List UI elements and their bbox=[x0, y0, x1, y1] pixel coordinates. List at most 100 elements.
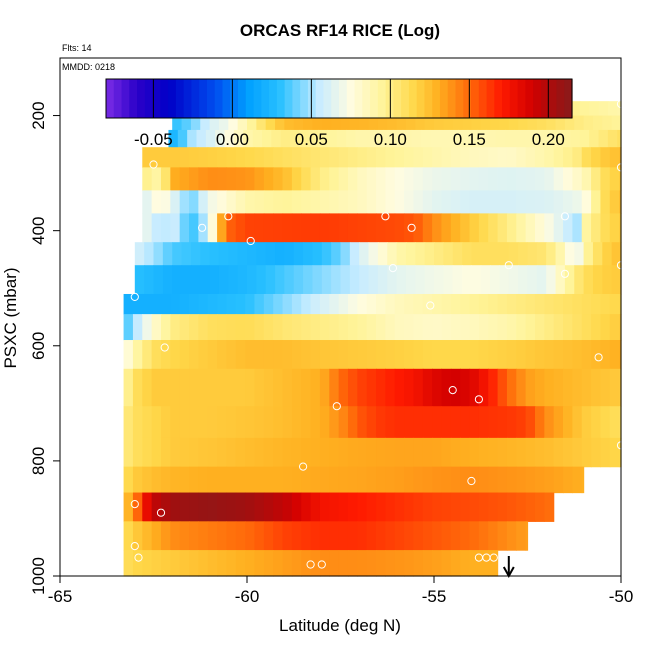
heatmap-cell bbox=[261, 129, 272, 148]
heatmap-cell bbox=[469, 550, 480, 577]
heatmap-cell bbox=[151, 492, 162, 522]
heatmap-cell bbox=[600, 213, 611, 243]
heatmap-cell bbox=[226, 340, 237, 370]
heatmap-cell bbox=[434, 115, 444, 131]
heatmap-cell bbox=[506, 437, 517, 468]
heatmap-cell bbox=[516, 492, 527, 522]
heatmap-cell bbox=[331, 115, 342, 131]
heatmap-cell bbox=[243, 129, 254, 148]
x-tick-label: -55 bbox=[422, 587, 447, 606]
colorbar-swatch bbox=[315, 79, 325, 118]
heatmap-cell bbox=[226, 167, 237, 191]
heatmap bbox=[123, 101, 622, 577]
heatmap-cell bbox=[581, 406, 592, 439]
heatmap-cell bbox=[518, 115, 529, 131]
heatmap-cell bbox=[237, 115, 248, 131]
heatmap-cell bbox=[151, 406, 162, 439]
colorbar-swatch bbox=[486, 79, 495, 118]
heatmap-cell bbox=[469, 293, 480, 315]
heatmap-cell bbox=[170, 550, 181, 577]
heatmap-cell bbox=[215, 129, 226, 148]
heatmap-cell bbox=[460, 190, 471, 214]
heatmap-cell bbox=[160, 406, 171, 439]
heatmap-cell bbox=[217, 521, 228, 551]
heatmap-cell bbox=[198, 368, 209, 407]
heatmap-cell bbox=[151, 368, 162, 407]
heatmap-cell bbox=[441, 550, 452, 577]
heatmap-cell bbox=[190, 115, 201, 131]
heatmap-cell bbox=[441, 213, 452, 243]
heatmap-cell bbox=[450, 314, 461, 341]
heatmap-cell bbox=[198, 147, 209, 168]
heatmap-cell bbox=[404, 314, 415, 341]
heatmap-cell bbox=[366, 406, 377, 439]
heatmap-cell bbox=[469, 190, 480, 214]
heatmap-cell bbox=[574, 115, 585, 131]
heatmap-cell bbox=[142, 314, 153, 341]
heatmap-cell bbox=[525, 492, 536, 522]
heatmap-cell bbox=[338, 340, 349, 370]
observation-marker bbox=[134, 553, 143, 562]
heatmap-cell bbox=[469, 167, 480, 191]
heatmap-cell bbox=[534, 466, 545, 494]
heatmap-cell bbox=[563, 293, 573, 315]
heatmap-cell bbox=[189, 147, 199, 168]
heatmap-cell bbox=[303, 115, 314, 131]
heatmap-cell bbox=[422, 314, 433, 341]
heatmap-cell bbox=[404, 167, 415, 191]
colorbar-swatch bbox=[385, 79, 394, 118]
heatmap-cell bbox=[366, 368, 377, 407]
heatmap-cell bbox=[172, 242, 183, 266]
heatmap-cell bbox=[254, 492, 265, 522]
heatmap-cell bbox=[394, 167, 405, 191]
heatmap-cell bbox=[179, 521, 190, 551]
chart-title: ORCAS RF14 RICE (Log) bbox=[240, 21, 440, 40]
heatmap-cell bbox=[151, 293, 162, 315]
heatmap-cell bbox=[385, 190, 396, 214]
heatmap-cell bbox=[282, 550, 293, 577]
heatmap-cell bbox=[123, 340, 134, 370]
heatmap-cell bbox=[282, 190, 293, 214]
heatmap-cell bbox=[525, 437, 536, 468]
heatmap-cell bbox=[553, 213, 564, 243]
heatmap-cell bbox=[574, 242, 585, 266]
heatmap-cell bbox=[544, 314, 555, 341]
heatmap-cell bbox=[508, 265, 519, 295]
heatmap-cell bbox=[383, 129, 394, 148]
colorbar-swatch bbox=[113, 79, 123, 118]
heatmap-cell bbox=[256, 242, 267, 266]
heatmap-cell bbox=[207, 521, 218, 551]
heatmap-cell bbox=[563, 368, 573, 407]
heatmap-cell bbox=[452, 242, 463, 266]
heatmap-cell bbox=[488, 550, 499, 577]
colorbar-swatch bbox=[517, 79, 526, 118]
heatmap-cell bbox=[198, 466, 209, 494]
heatmap-cell bbox=[218, 265, 229, 295]
heatmap-cell bbox=[405, 242, 416, 266]
heatmap-cell bbox=[450, 293, 461, 315]
heatmap-cell bbox=[422, 213, 433, 243]
heatmap-cell bbox=[471, 115, 482, 131]
heatmap-cell bbox=[497, 521, 508, 551]
heatmap-cell bbox=[525, 406, 536, 439]
colorbar-swatch bbox=[346, 79, 356, 118]
heatmap-cell bbox=[396, 265, 407, 295]
heatmap-cell bbox=[460, 550, 471, 577]
heatmap-cell bbox=[189, 167, 199, 191]
heatmap-cell bbox=[347, 521, 358, 551]
heatmap-cell bbox=[533, 129, 544, 148]
heatmap-cell bbox=[282, 213, 293, 243]
heatmap-cell bbox=[189, 340, 199, 370]
heatmap-cell bbox=[394, 368, 405, 407]
heatmap-cell bbox=[619, 147, 622, 168]
heatmap-cell bbox=[469, 147, 480, 168]
heatmap-cell bbox=[394, 340, 405, 370]
colorbar-swatch bbox=[525, 79, 534, 118]
colorbar-swatch bbox=[362, 79, 371, 118]
heatmap-cell bbox=[404, 213, 415, 243]
heatmap-cell bbox=[329, 368, 340, 407]
heatmap-cell bbox=[235, 466, 246, 494]
colorbar-swatch bbox=[370, 79, 379, 118]
heatmap-cell bbox=[563, 167, 573, 191]
heatmap-cell bbox=[413, 437, 424, 468]
